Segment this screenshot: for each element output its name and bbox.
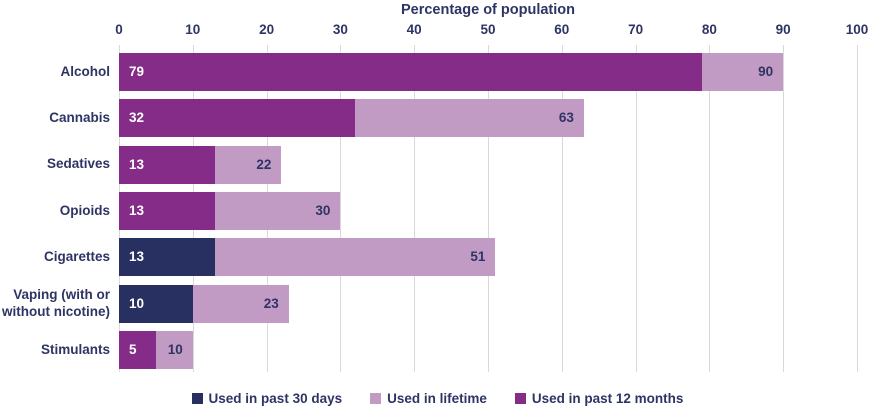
value-label-lifetime: 51 [470, 249, 486, 265]
x-tick-label: 80 [701, 22, 717, 37]
legend-label: Used in lifetime [387, 391, 487, 406]
x-tick-label: 60 [554, 22, 570, 37]
legend-item: Used in lifetime [370, 391, 487, 406]
x-tick-label: 10 [185, 22, 201, 37]
gridline [783, 45, 785, 372]
bar-group: 13 22 [119, 145, 857, 184]
bar-group: 13 51 [119, 238, 857, 277]
legend-label: Used in past 12 months [531, 391, 684, 406]
category-label: Cannabis [49, 109, 110, 125]
value-label-lifetime: 10 [167, 341, 183, 357]
bar-past12 [119, 145, 215, 184]
legend-swatch-lifetime [370, 393, 382, 404]
value-label-lifetime: 63 [558, 110, 574, 126]
legend: Used in past 30 days Used in lifetime Used… [0, 391, 875, 406]
legend-swatch-past12 [514, 393, 526, 404]
x-tick-label: 100 [845, 22, 869, 37]
category-label: Cigarettes [43, 248, 110, 264]
value-label-dark: 5 [129, 341, 137, 357]
bar-past12 [119, 330, 156, 369]
x-tick-label: 30 [332, 22, 348, 37]
value-label-lifetime: 23 [263, 295, 279, 311]
value-label-dark: 13 [129, 156, 145, 172]
value-label-lifetime: 30 [315, 202, 331, 218]
category-label: Stimulants [40, 341, 110, 357]
x-tick-label: 40 [406, 22, 422, 37]
gridline [488, 45, 489, 372]
bar-group: 10 23 [119, 284, 857, 323]
category-label: Opioids [59, 202, 110, 218]
legend-item: Used in past 12 months [514, 391, 684, 406]
legend-item: Used in past 30 days [191, 391, 343, 406]
x-tick-label: 20 [259, 22, 275, 37]
category-label: Alcohol [60, 63, 111, 79]
legend-swatch-past30 [191, 393, 203, 404]
value-label-lifetime: 90 [758, 64, 774, 79]
category-label: Vaping (with or without nicotine) [2, 286, 110, 319]
x-tick-label: 50 [480, 22, 496, 37]
value-label-dark: 13 [129, 202, 145, 218]
value-label-dark: 79 [129, 64, 145, 79]
bar-past30 [119, 284, 193, 323]
value-label-dark: 13 [129, 249, 145, 265]
value-label-dark: 10 [129, 295, 145, 311]
bar-past12 [119, 53, 703, 91]
plot-area: 79 90 32 63 13 22 13 30 13 51 10 23 5 10 [119, 45, 858, 372]
bar-group: 79 90 [119, 53, 857, 91]
value-label-dark: 32 [129, 110, 145, 126]
gridline [857, 45, 858, 372]
gridline [340, 45, 342, 372]
value-label-lifetime: 22 [256, 156, 272, 172]
x-tick-label: 70 [628, 22, 644, 37]
legend-label: Used in past 30 days [208, 391, 343, 406]
gridline [414, 45, 416, 372]
bar-past30 [119, 238, 215, 277]
gridline [561, 45, 563, 372]
x-tick-label: 90 [775, 22, 791, 37]
x-tick-label: 0 [115, 22, 123, 37]
gridline [635, 45, 637, 372]
category-label: Sedatives [46, 156, 110, 172]
bar-past12 [119, 191, 215, 230]
chart-title: Percentage of population [400, 2, 575, 18]
bar-group: 32 63 [119, 99, 857, 138]
bar-past12 [119, 99, 356, 138]
gridline [709, 45, 711, 372]
bar-group: 5 10 [119, 330, 857, 369]
bar-group: 13 30 [119, 191, 857, 230]
